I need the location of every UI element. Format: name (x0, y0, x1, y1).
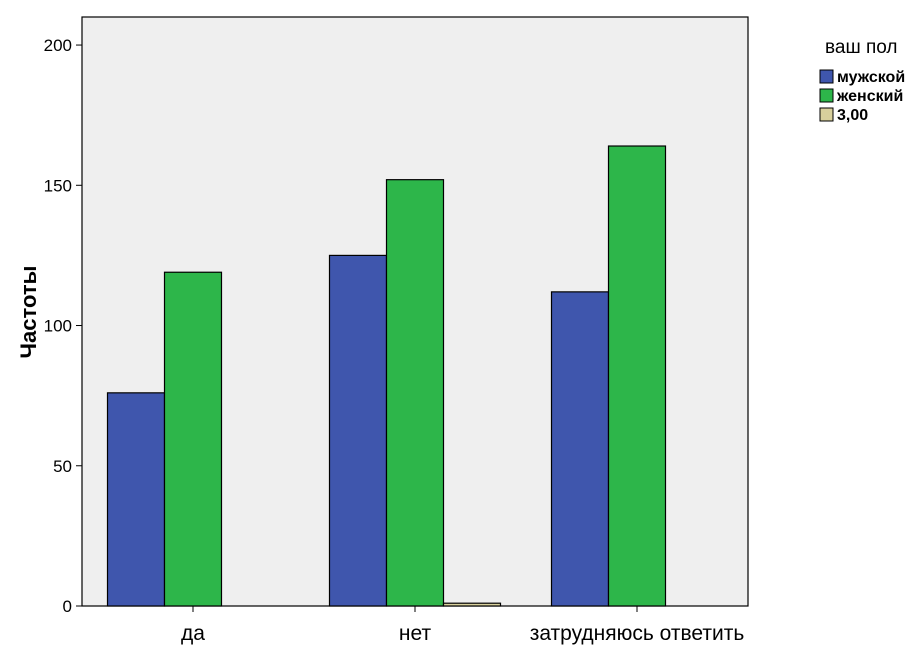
y-tick-label: 0 (63, 597, 72, 616)
bar (442, 602, 502, 607)
y-axis: 0 50 100 150 200 (44, 36, 82, 616)
bar (550, 291, 610, 607)
bars-layer (106, 145, 667, 607)
bar (328, 254, 388, 607)
x-axis: да нет затрудняюсь ответить (181, 606, 744, 645)
y-tick-label: 200 (44, 36, 72, 55)
bar (607, 145, 667, 607)
legend: ваш пол мужской женский 3,00 (819, 37, 905, 124)
x-tick-label: нет (399, 622, 432, 645)
y-tick-label: 50 (53, 457, 72, 476)
legend-label: 3,00 (837, 107, 868, 124)
legend-label: мужской (837, 69, 905, 86)
y-axis-title: Частоты (16, 266, 41, 359)
y-tick-label: 150 (44, 176, 72, 195)
y-tick-label: 100 (44, 317, 72, 336)
legend-title: ваш пол (825, 37, 898, 58)
legend-swatch (819, 107, 834, 122)
bar (163, 271, 223, 607)
bar (106, 392, 166, 607)
legend-swatch (819, 88, 834, 103)
x-tick-label: затрудняюсь ответить (530, 622, 745, 645)
legend-label: женский (836, 88, 903, 105)
legend-swatch (819, 69, 834, 84)
x-tick-label: да (181, 622, 205, 645)
bar (385, 179, 445, 607)
